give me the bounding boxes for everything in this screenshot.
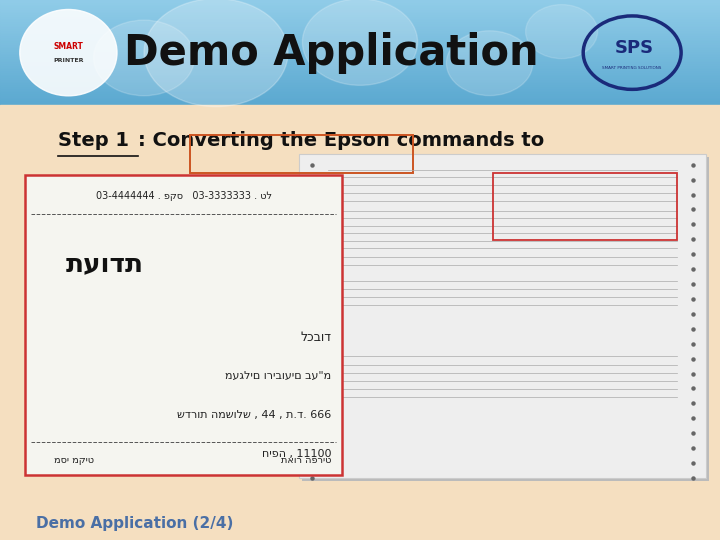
Bar: [0, 21, 720, 23]
Text: 03-4444444 . פקס   03-3333333 . טל: 03-4444444 . פקס 03-3333333 . טל: [96, 191, 271, 201]
Bar: [0, 33, 720, 35]
Text: מסי מקיט: מסי מקיט: [54, 455, 94, 465]
Bar: [0, 63, 720, 65]
Text: SMART PRINTING SOLUTIONS: SMART PRINTING SOLUTIONS: [603, 66, 662, 70]
Bar: [0, 5, 720, 7]
Bar: [0, 103, 720, 105]
Bar: [0, 56, 720, 58]
Bar: [0, 45, 720, 48]
Bar: [0, 12, 720, 14]
Bar: [0, 78, 720, 80]
Bar: [0, 6, 720, 9]
Bar: [0, 102, 720, 104]
Bar: [0, 91, 720, 93]
Text: תעודת: תעודת: [66, 252, 143, 278]
Bar: [0, 22, 720, 25]
Bar: [0, 47, 720, 49]
Bar: [299, 154, 706, 478]
Circle shape: [302, 0, 418, 85]
Bar: [0, 99, 720, 102]
Text: מעגלים וריבועים בע"מ: מעגלים וריבועים בע"מ: [225, 372, 331, 381]
Text: SPS: SPS: [615, 39, 654, 57]
Circle shape: [446, 31, 533, 96]
Bar: [0, 61, 720, 63]
Bar: [0, 71, 720, 74]
Bar: [0, 26, 720, 28]
Bar: [0, 40, 720, 42]
Text: Demo Application: Demo Application: [124, 32, 539, 73]
Bar: [493, 173, 677, 240]
Text: תאור הפריט: תאור הפריט: [281, 455, 331, 465]
Bar: [190, 135, 413, 173]
Bar: [0, 92, 720, 95]
Bar: [0, 85, 720, 88]
Circle shape: [526, 4, 598, 58]
Bar: [0, 0, 720, 2]
Bar: [0, 96, 720, 98]
Bar: [0, 42, 720, 44]
Bar: [0, 36, 720, 39]
Text: PCL commands for laser printing: PCL commands for laser printing: [143, 184, 423, 199]
Bar: [0, 59, 720, 62]
Text: Demo Application (2/4): Demo Application (2/4): [36, 516, 233, 531]
Bar: [0, 43, 720, 45]
Bar: [0, 35, 720, 37]
Bar: [0, 77, 720, 79]
Bar: [0, 75, 720, 77]
Bar: [0, 28, 720, 30]
Circle shape: [144, 0, 288, 107]
Bar: [0, 57, 720, 60]
Bar: [0, 73, 720, 76]
Text: שדרות המשולש , 44 , ת.ד. 666: שדרות המשולש , 44 , ת.ד. 666: [177, 410, 331, 420]
Bar: [0, 54, 720, 56]
Bar: [0, 70, 720, 72]
Bar: [0, 24, 720, 26]
Bar: [0, 17, 720, 19]
Bar: [0, 64, 720, 67]
Bar: [0, 52, 720, 55]
Text: חיפה , 11100: חיפה , 11100: [261, 449, 331, 459]
Bar: [25, 176, 342, 475]
Circle shape: [94, 20, 194, 96]
Bar: [0, 49, 720, 51]
Bar: [0, 19, 720, 21]
Bar: [0, 14, 720, 16]
Bar: [0, 66, 720, 69]
Bar: [0, 1, 720, 3]
Bar: [302, 157, 709, 481]
Bar: [0, 94, 720, 97]
Ellipse shape: [20, 10, 117, 96]
Text: standard: standard: [58, 182, 163, 201]
Text: Step 1: Step 1: [58, 131, 129, 150]
Bar: [0, 82, 720, 84]
Bar: [0, 3, 720, 5]
Bar: [0, 98, 720, 100]
Text: : Converting the Epson commands to: : Converting the Epson commands to: [138, 131, 544, 150]
Bar: [0, 38, 720, 40]
Bar: [0, 87, 720, 90]
Bar: [0, 31, 720, 33]
Bar: [0, 84, 720, 86]
Bar: [0, 8, 720, 11]
Text: SMART: SMART: [53, 42, 84, 51]
Text: PRINTER: PRINTER: [53, 58, 84, 63]
Text: לכבוד: לכבוד: [300, 331, 331, 344]
Bar: [0, 10, 720, 12]
Bar: [0, 89, 720, 91]
Bar: [0, 29, 720, 31]
Bar: [0, 68, 720, 70]
Bar: [0, 15, 720, 18]
Bar: [0, 80, 720, 83]
Bar: [0, 50, 720, 53]
Bar: [0, 105, 720, 540]
